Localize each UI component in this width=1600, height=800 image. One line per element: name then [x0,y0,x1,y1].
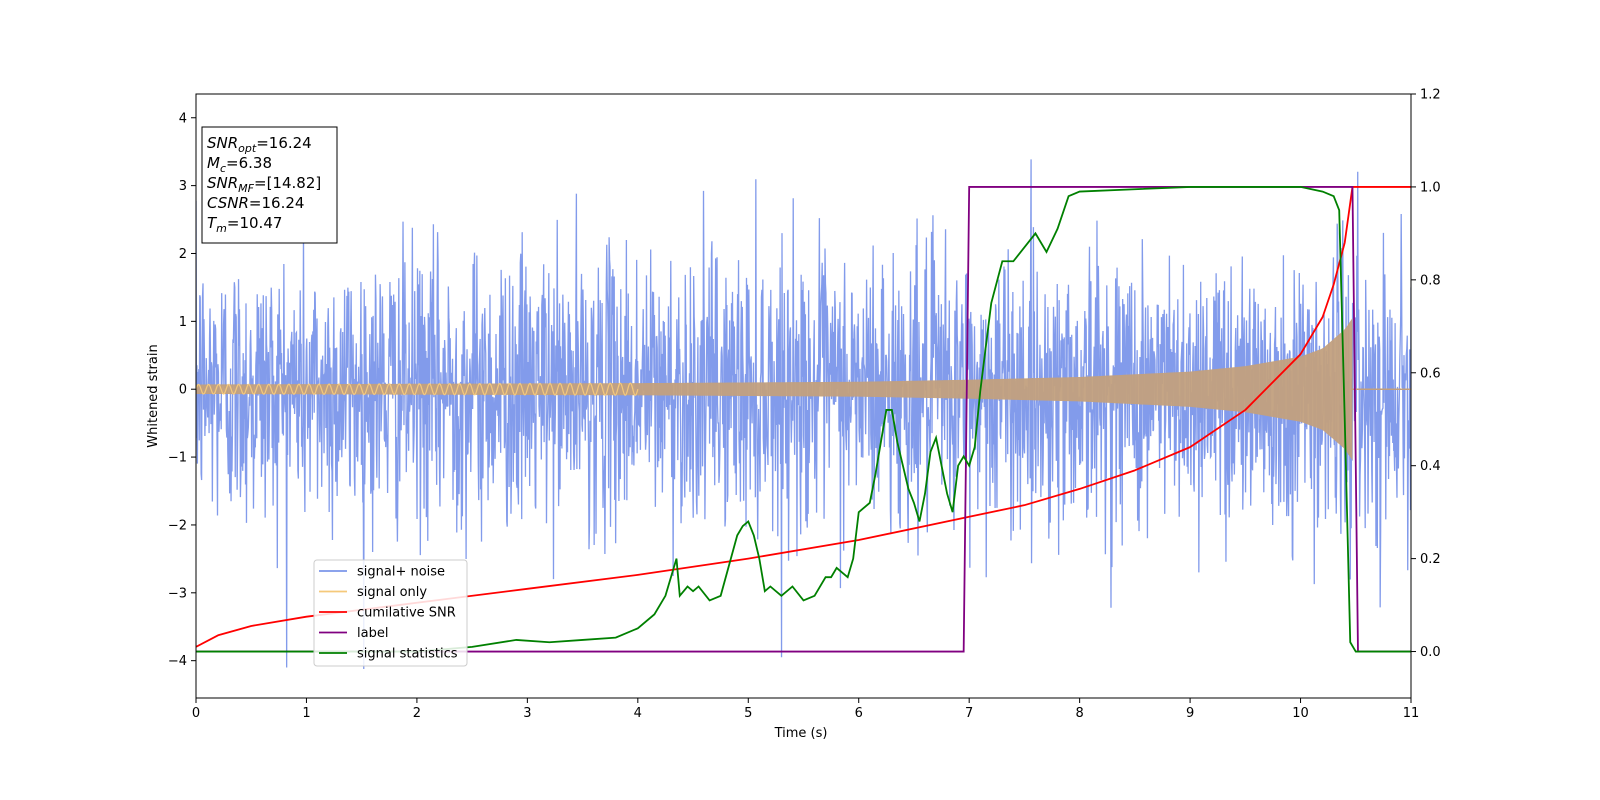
y-left-tick-label: 2 [179,247,187,262]
x-tick-label: 8 [1075,706,1083,721]
info-box: SNRopt=16.24Mc=6.38SNRMF=[14.82]CSNR=16.… [201,126,338,244]
x-tick-label: 10 [1292,706,1309,721]
legend: signal+ noise signal only cumilative SNR la… [313,559,468,667]
y-left-tick-label: 3 [179,179,187,194]
x-tick-label: 6 [855,706,863,721]
y-axis-right: 0.0 0.2 0.4 0.6 0.8 1.0 1.2 [1411,88,1441,660]
x-tick-label: 3 [523,706,531,721]
x-tick-label: 2 [413,706,421,721]
info-box-line: CSNR=16.24 [207,194,304,212]
y-right-tick-label: 0.2 [1420,552,1441,567]
legend-entry: signal only [357,585,427,600]
legend-entry: cumilative SNR [357,606,456,621]
y-axis-left: −4 −3 −2 −1 0 1 2 3 4 [168,111,196,669]
x-tick-label: 9 [1186,706,1194,721]
y-left-tick-label: 4 [179,111,187,126]
info-box-line: SNRopt=16.24 [207,134,312,155]
series-signal-only-band [196,317,1353,461]
series-signal-noise-line [196,159,1411,670]
x-tick-label: 7 [965,706,973,721]
x-axis-label: Time (s) [774,726,828,741]
y-right-tick-label: 1.2 [1420,88,1441,103]
legend-frame [313,559,468,667]
x-tick-label: 5 [744,706,752,721]
y-left-tick-label: −1 [168,451,187,466]
info-box-frame [201,126,338,244]
info-box-line: Tm=10.47 [207,214,282,235]
series-signal-statistics-line [196,186,1411,653]
info-box-line: Mc=6.38 [207,154,272,175]
y-right-tick-label: 0.6 [1420,366,1441,381]
y-right-tick-label: 1.0 [1420,180,1441,195]
plot-frame [195,93,1412,699]
y-left-tick-label: −3 [168,586,187,601]
legend-entry: signal statistics [357,647,458,662]
series-signal-only-line [196,382,639,396]
legend-entry: signal+ noise [357,565,445,580]
legend-entry: label [357,626,388,641]
x-tick-label: 1 [302,706,310,721]
y-left-tick-label: −4 [168,654,187,669]
y-left-tick-label: 1 [179,315,187,330]
y-right-tick-label: 0.4 [1420,459,1441,474]
info-box-line: SNRMF=[14.82] [207,174,321,195]
x-tick-label: 11 [1403,706,1420,721]
y-axis-label: Whitened strain [146,344,161,447]
x-tick-label: 0 [192,706,200,721]
x-axis: 0 1 2 3 4 5 6 7 8 9 10 11 [192,698,1419,721]
y-right-tick-label: 0.8 [1420,273,1441,288]
x-tick-label: 4 [634,706,642,721]
y-right-tick-label: 0.0 [1420,645,1441,660]
y-left-tick-label: −2 [168,518,187,533]
y-left-tick-label: 0 [179,383,187,398]
